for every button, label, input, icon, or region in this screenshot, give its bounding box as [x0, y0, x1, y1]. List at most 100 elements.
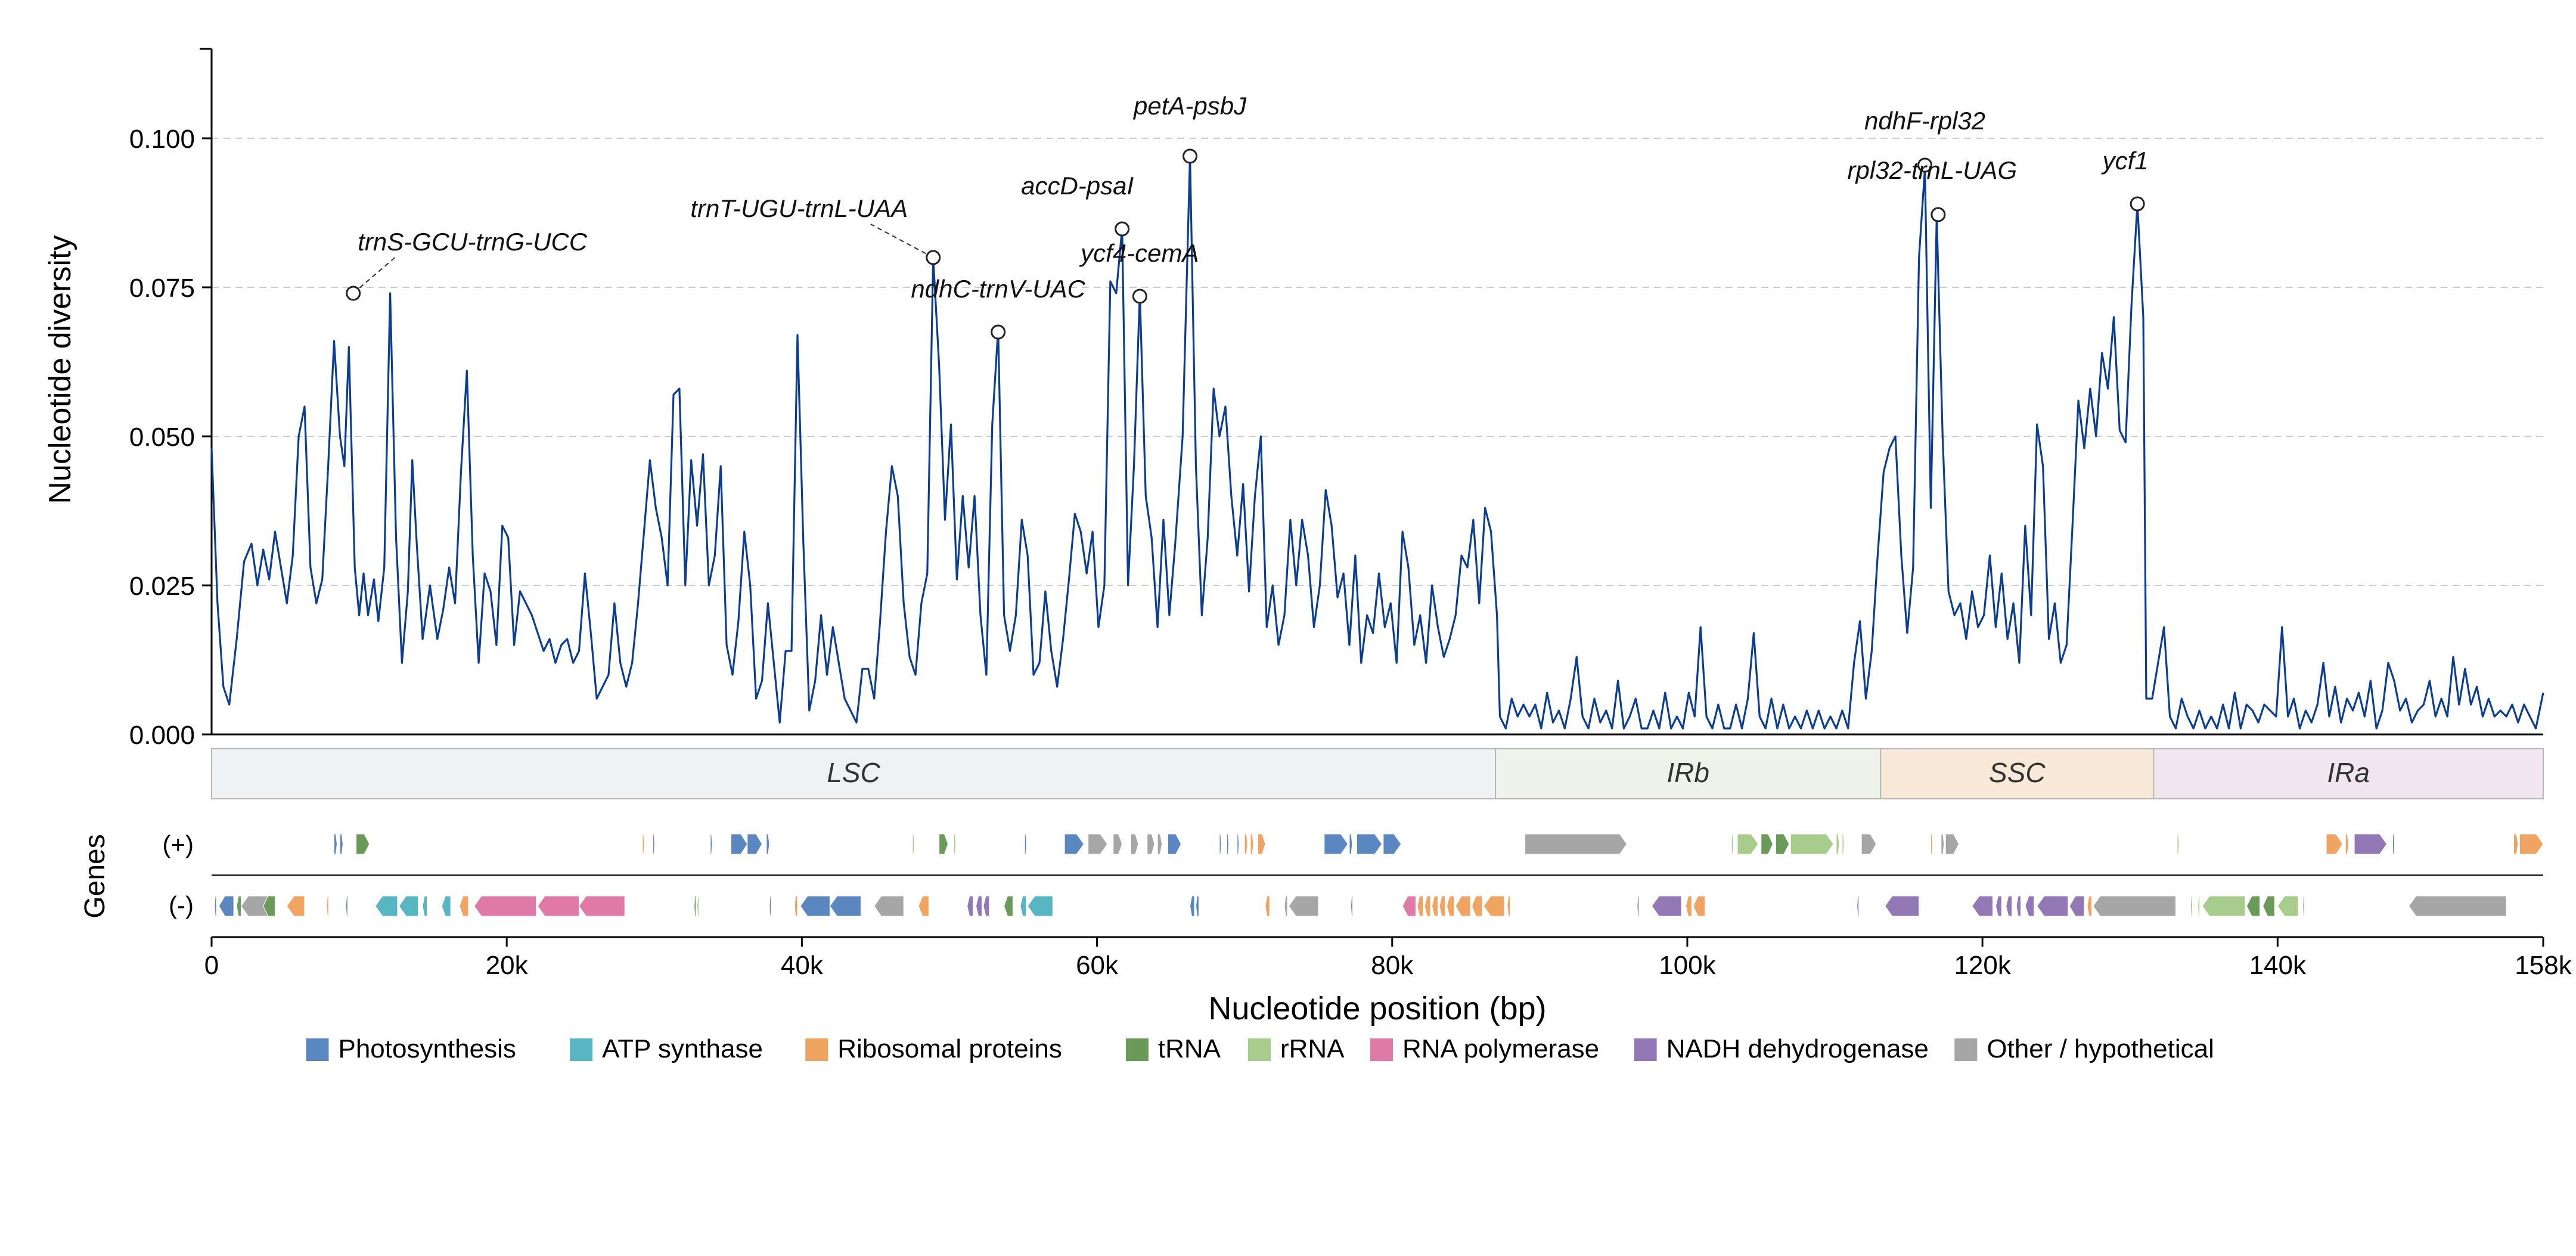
legend-label: NADH dehydrogenase [1666, 1034, 1929, 1063]
x-tick-label: 20k [486, 951, 529, 980]
annotation-label: trnT-UGU-trnL-UAA [690, 194, 908, 222]
peak-marker [1115, 221, 1130, 237]
legend-label: RNA polymerase [1402, 1034, 1599, 1063]
gene-photosynthesis [1356, 833, 1383, 855]
gene-other-hypothetical [874, 895, 904, 917]
gene-photosynthesis [214, 895, 217, 917]
y-tick-label: 0.050 [129, 423, 195, 452]
gene-nadh-dehydrogenase [1885, 895, 1920, 917]
gene-photosynthesis [1024, 833, 1027, 855]
legend-swatch [1954, 1038, 1978, 1061]
diversity-series [210, 155, 2544, 730]
gene-other-hypothetical [1113, 833, 1123, 855]
gene-ribosomal-proteins [2519, 833, 2544, 855]
gene-rrna [1842, 833, 1845, 855]
gene-ribosomal-proteins [326, 895, 329, 917]
gene-ribosomal-proteins [459, 895, 469, 917]
gene-atp-synthase [375, 895, 398, 917]
gene-track [214, 833, 2544, 917]
gene-atp-synthase [1020, 895, 1027, 917]
gene-other-hypothetical [1088, 833, 1108, 855]
peak-marker [346, 286, 361, 301]
gene-rrna [697, 895, 700, 917]
gene-ribosomal-proteins [1265, 895, 1270, 917]
gene-ribosomal-proteins [2326, 833, 2343, 855]
gene-ribosomal-proteins [918, 895, 929, 917]
y-tick-label: 0.075 [129, 274, 195, 303]
annotation-label: ndhC-trnV-UAC [911, 275, 1085, 303]
gene-rrna [2277, 895, 2299, 917]
legend-swatch [570, 1038, 593, 1061]
legend-item: ATP synthase [570, 1034, 763, 1063]
peak-marker [2130, 196, 2145, 212]
region-label: IRa [2327, 757, 2370, 788]
gene-trna [694, 895, 697, 917]
gene-rrna [2177, 833, 2180, 855]
gene-photosynthesis [800, 895, 830, 917]
gene-rrna [1731, 833, 1734, 855]
gene-atp-synthase [422, 895, 427, 917]
plus-strand-label: (+) [163, 830, 194, 858]
legend-item: tRNA [1125, 1034, 1221, 1063]
axis-labels: Nucleotide diversity Nucleotide position… [43, 235, 1547, 1026]
gene-other-hypothetical [1945, 833, 1960, 855]
gene-photosynthesis [339, 833, 343, 855]
x-tick-label: 80k [1371, 951, 1414, 980]
diversity-line [210, 155, 2544, 730]
gene-rrna [1836, 833, 1840, 855]
gene-photosynthesis [1237, 833, 1240, 855]
gene-photosynthesis [2392, 833, 2395, 855]
gene-rrna [953, 833, 956, 855]
y-tick-label: 0.025 [129, 572, 195, 601]
x-tick-label: 100k [1659, 951, 1716, 980]
gene-ribosomal-proteins [1693, 895, 1706, 917]
gene-other-hypothetical [1284, 895, 1288, 917]
annotation-leader [353, 257, 396, 294]
gene-trna [1004, 895, 1013, 917]
annotation-leader [870, 224, 934, 258]
gene-nadh-dehydrogenase [1972, 895, 1993, 917]
axes: 0.000 0.025 0.050 0.075 0.100 0 20k 40k 60k 80k 10… [129, 48, 2572, 980]
gene-photosynthesis [710, 833, 713, 855]
minus-strand-label: (-) [169, 891, 194, 919]
gene-ribosomal-proteins [1930, 833, 1933, 855]
gene-photosynthesis [747, 833, 763, 855]
gene-rrna [1737, 833, 1759, 855]
gene-photosynthesis [829, 895, 861, 917]
x-axis-label: Nucleotide position (bp) [1208, 991, 1546, 1026]
gene-trna [2246, 895, 2261, 917]
legend-swatch [1370, 1038, 1393, 1061]
gene-ribosomal-proteins [1483, 895, 1505, 917]
gene-other-hypothetical [1941, 833, 1945, 855]
gene-other-hypothetical [1157, 833, 1163, 855]
x-tick-label: 60k [1076, 951, 1119, 980]
legend-label: Ribosomal proteins [837, 1034, 1062, 1063]
gene-nadh-dehydrogenase [2016, 895, 2022, 917]
gene-nadh-dehydrogenase [2354, 833, 2388, 855]
gene-nadh-dehydrogenase [2037, 895, 2069, 917]
gene-photosynthesis [1383, 833, 1402, 855]
gene-rrna [2198, 895, 2201, 917]
peak-marker [1917, 157, 1933, 173]
gene-photosynthesis [1349, 833, 1353, 855]
gene-photosynthesis [218, 895, 234, 917]
gene-other-hypothetical [2093, 895, 2176, 917]
gene-photosynthesis [334, 833, 337, 855]
gene-photosynthesis [1190, 895, 1195, 917]
legend-label: Other / hypothetical [1987, 1034, 2214, 1063]
x-tick-label: 140k [2249, 951, 2307, 980]
gene-nadh-dehydrogenase [976, 895, 982, 917]
annotation-label: ycf1 [2101, 147, 2149, 175]
gene-rna-polymerase [537, 895, 580, 917]
gene-photosynthesis [1195, 895, 1199, 917]
legend-swatch [805, 1038, 828, 1061]
gene-photosynthesis [1167, 833, 1182, 855]
gene-other-hypothetical [1861, 833, 1877, 855]
gene-ribosomal-proteins [1439, 895, 1446, 917]
gene-other-hypothetical [1288, 895, 1319, 917]
peak-marker [1183, 148, 1198, 164]
gene-ribosomal-proteins [1417, 895, 1424, 917]
gene-nadh-dehydrogenase [983, 895, 990, 917]
region-ira [2153, 748, 2544, 799]
